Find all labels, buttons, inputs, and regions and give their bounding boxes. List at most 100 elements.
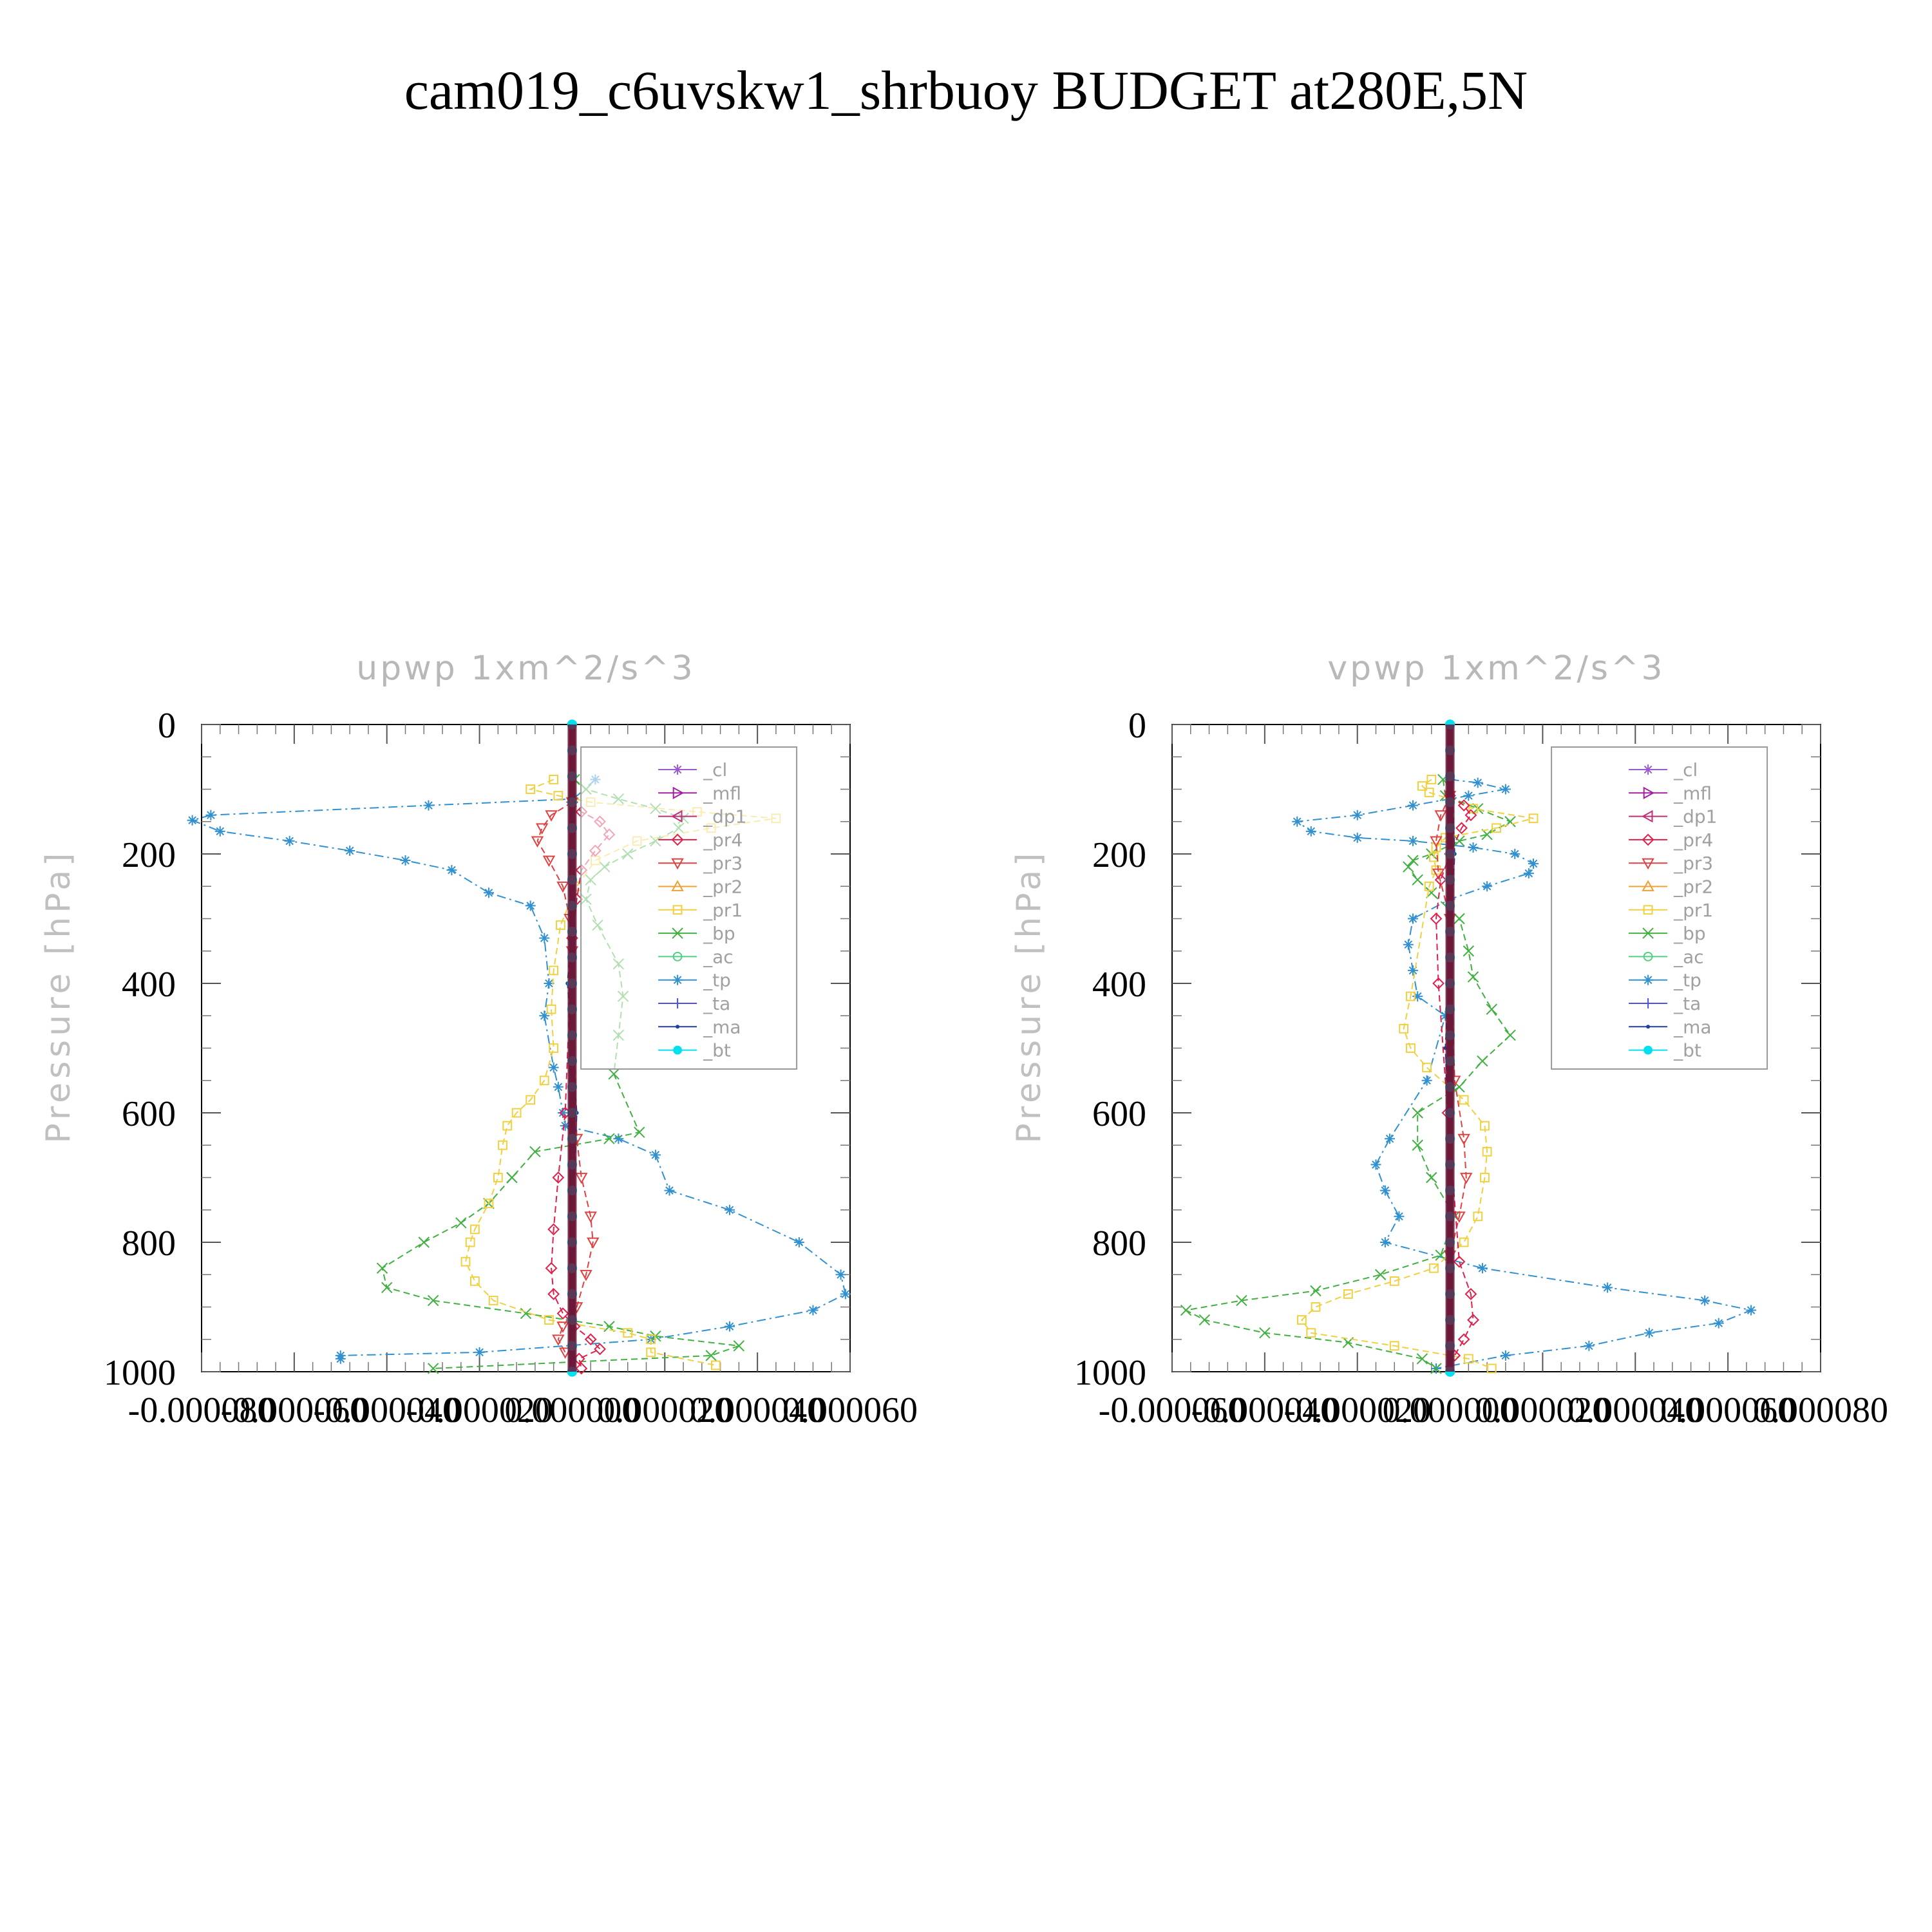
series-pr1 (1297, 775, 1539, 1374)
legend-marker-pr1 (1643, 905, 1653, 915)
data-point-tp (1523, 868, 1534, 879)
data-point-bp (1412, 1107, 1423, 1119)
data-point-pr3 (552, 1334, 565, 1346)
legend-label: _ac (703, 946, 734, 967)
data-point-bp (1430, 1363, 1442, 1374)
data-point-tp (1408, 965, 1419, 976)
data-point-tp (400, 855, 411, 866)
legend-label: _bp (703, 923, 735, 944)
series-line (551, 801, 611, 1369)
data-point-pr1 (553, 791, 564, 800)
data-point-pr4 (556, 1307, 569, 1320)
data-point-tp (539, 1010, 550, 1021)
chart-title: vpwp 1xm^2/s^3 (1327, 649, 1665, 688)
series-line (1184, 779, 1512, 1369)
legend-label: _ta (1673, 993, 1701, 1014)
data-point-tp (1352, 810, 1363, 820)
data-point-bp (1180, 1304, 1192, 1316)
data-point-tp (1408, 835, 1419, 846)
data-point-tp (724, 1204, 735, 1215)
data-point-pr3 (1453, 1211, 1466, 1223)
data-point-pr1 (544, 1315, 554, 1325)
y-tick-label: 800 (1092, 1224, 1146, 1264)
data-point-bp (1374, 1269, 1387, 1280)
data-point-bp (1236, 1294, 1247, 1307)
data-point-pr1 (1343, 1289, 1353, 1299)
legend-marker-ac (1643, 952, 1653, 961)
legend-marker-bp (672, 927, 683, 939)
data-point-tp (205, 810, 216, 820)
y-tick-label: 800 (122, 1224, 176, 1264)
y-tick-label: 1000 (1074, 1353, 1146, 1393)
legend-marker-pr3 (1642, 858, 1654, 870)
x-tick-label: 0.000040 (690, 1390, 825, 1430)
legend: _cl_mfl_dp1_pr4_pr3_pr2_pr1_bp_ac_tp_ta_… (580, 746, 798, 1070)
data-point-tp (1510, 849, 1520, 859)
data-point-pr4 (1432, 977, 1445, 990)
legend-marker-pr2 (1642, 880, 1654, 891)
legend-marker-pr2 (671, 880, 684, 891)
data-point-bp (1463, 945, 1475, 957)
data-point-bp (1310, 1285, 1321, 1297)
data-point-pr1 (469, 1276, 480, 1286)
y-tick-label: 600 (122, 1094, 176, 1134)
data-point-tp (1412, 991, 1423, 1002)
data-point-tp (548, 1062, 559, 1073)
data-point-bp (1407, 855, 1419, 866)
y-tick-label: 400 (1092, 965, 1146, 1005)
data-point-bp (1454, 835, 1465, 847)
legend-marker-ma (676, 1025, 680, 1029)
data-point-bp (1416, 1353, 1428, 1365)
data-point-bp (1454, 913, 1465, 925)
data-point-pr3 (580, 1269, 592, 1282)
data-point-tp (1463, 790, 1474, 801)
data-point-pr1 (1424, 881, 1434, 891)
data-point-tp (1602, 1282, 1613, 1293)
data-point-bp (733, 1340, 745, 1352)
legend-label: _bt (1673, 1040, 1701, 1061)
data-point-pr4 (1455, 822, 1468, 835)
data-point-tp (1421, 1075, 1432, 1086)
data-point-pr4 (584, 1333, 597, 1346)
x-tick-label: -0.000020 (1283, 1390, 1431, 1430)
legend-marker-bp (1642, 927, 1654, 939)
legend: _cl_mfl_dp1_pr4_pr3_pr2_pr1_bp_ac_tp_ta_… (1551, 746, 1768, 1070)
data-point-tp (664, 1185, 675, 1196)
x-tick-label: -0.000080 (128, 1390, 276, 1430)
data-point-tp (835, 1269, 846, 1280)
x-tick-label: 0.000040 (1567, 1390, 1703, 1430)
data-point-pr4 (1464, 809, 1477, 822)
data-point-tp (613, 1133, 624, 1144)
data-point-bp (1259, 1327, 1271, 1339)
data-point-bp (1426, 1171, 1437, 1184)
x-tick-label: 0.000020 (597, 1390, 732, 1430)
x-tick-label: -0.000040 (1191, 1390, 1339, 1430)
legend-label: _pr1 (703, 900, 743, 921)
data-point-tp (650, 1150, 661, 1160)
legend-label: _tp (703, 970, 731, 991)
page-title: cam019_c6uvskw1_shrbuoy BUDGET at280E,5N (404, 59, 1528, 121)
y-tick-label: 200 (122, 835, 176, 875)
data-point-pr1 (1463, 1354, 1473, 1364)
data-point-tp (525, 900, 536, 911)
data-point-pr1 (1406, 991, 1416, 1001)
data-point-pr1 (502, 1121, 513, 1131)
data-point-tp (1403, 939, 1414, 950)
data-point-pr3 (575, 1173, 588, 1184)
data-point-pr1 (1528, 813, 1539, 824)
data-point-tp (1584, 1340, 1595, 1351)
data-point-pr1 (460, 1256, 471, 1267)
data-point-pr1 (1297, 1315, 1307, 1325)
data-point-tp (335, 1353, 346, 1364)
data-point-pr3 (535, 823, 549, 835)
data-point-pr3 (556, 1321, 569, 1333)
legend-marker-pr4 (1642, 833, 1654, 846)
data-point-bp (1477, 1055, 1488, 1067)
data-point-pr1 (1473, 1211, 1483, 1222)
data-point-tp (539, 933, 550, 943)
data-point-pr1 (546, 1004, 556, 1014)
legend-marker-cl (1643, 764, 1654, 775)
data-point-bp (1486, 1003, 1498, 1015)
legend-marker-dp1 (671, 810, 683, 823)
data-point-pr1 (511, 1108, 522, 1118)
